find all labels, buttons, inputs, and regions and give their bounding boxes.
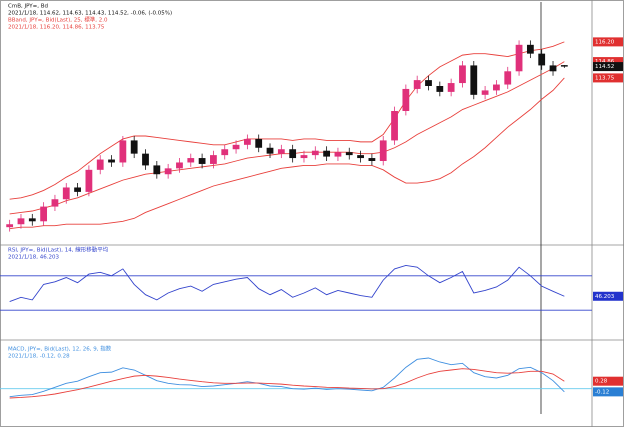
candle-body <box>560 65 568 67</box>
candle-body <box>28 218 36 222</box>
candle-body <box>255 138 263 148</box>
candle-body <box>481 90 489 95</box>
price-tag-label: -0.12 <box>595 389 609 395</box>
price-tag-label: 0.28 <box>595 379 608 385</box>
candle-body <box>277 149 285 154</box>
indicator-line <box>9 368 565 399</box>
candle-body <box>221 149 229 156</box>
candle-body <box>515 44 523 72</box>
price-tag-label: 113.75 <box>595 75 615 81</box>
candle-body <box>210 155 217 164</box>
panel-subtitle: 2021/1/18, -0.12, 0.28 <box>8 354 70 360</box>
candle-body <box>176 162 183 169</box>
candle-body <box>119 140 127 163</box>
price-tag-label: 116.20 <box>595 39 615 45</box>
candle-body <box>108 159 115 163</box>
price-tag <box>593 37 623 47</box>
price-tag <box>593 376 623 386</box>
candle-body <box>198 158 206 164</box>
candle-body <box>413 80 421 89</box>
candle-body <box>334 152 342 157</box>
candle-body <box>357 155 364 159</box>
bollinger-band <box>9 77 565 230</box>
price-tag-label: 114.52 <box>595 64 614 70</box>
candle-body <box>436 86 444 92</box>
candle-body <box>289 149 297 159</box>
candle-body <box>526 44 534 54</box>
candle-body <box>425 80 432 86</box>
candle-body <box>142 153 149 166</box>
candle-body <box>187 158 195 163</box>
candle-body <box>130 140 138 154</box>
indicator-line <box>9 357 565 398</box>
price-tag <box>593 291 623 301</box>
price-tag <box>593 387 623 397</box>
price-tag <box>593 57 623 67</box>
panel-title: CmB, JPY=, Bd <box>8 4 48 10</box>
candle-body <box>300 155 308 159</box>
candle-body <box>51 199 59 207</box>
candle-body <box>96 159 104 170</box>
overlay-subtitle: 2021/1/18, 116.20, 114.86, 113.75 <box>8 25 105 31</box>
bollinger-band <box>9 41 565 200</box>
price-tag-label: 46.203 <box>595 294 615 300</box>
candle-body <box>17 218 25 225</box>
candle-body <box>368 158 376 161</box>
candle-body <box>85 169 93 192</box>
candle-body <box>549 65 557 72</box>
candle-body <box>504 71 512 85</box>
indicator-line <box>9 265 565 303</box>
candle-body <box>470 65 478 95</box>
overlay-title: BBand, JPY=, Bid(Last), 25, 標準, 2.0 <box>8 16 108 24</box>
candle-body <box>153 165 161 175</box>
candle-body <box>493 84 500 91</box>
panel-subtitle: 2021/1/18, 46.203 <box>8 255 59 261</box>
panel-title: MACD, JPY=, Bid(Last), 12, 26, 9, 指数 <box>8 345 112 353</box>
candle-body <box>459 65 466 84</box>
panel-title: RSI, JPY=, Bid(Last), 14, 線形移動平均 <box>8 246 109 254</box>
candle-body <box>311 150 319 156</box>
candle-body <box>74 187 81 192</box>
candle-body <box>40 206 48 222</box>
candle-body <box>6 224 14 228</box>
candle-body <box>538 53 546 66</box>
candle-body <box>391 111 398 141</box>
price-tag <box>593 62 623 72</box>
candle-body <box>62 187 70 200</box>
candle-body <box>323 150 331 157</box>
candle-body <box>345 152 353 156</box>
candle-body <box>243 138 251 145</box>
price-tag <box>593 73 623 83</box>
bollinger-band <box>9 61 565 215</box>
candle-body <box>447 83 455 92</box>
candle-body <box>402 88 410 111</box>
candle-body <box>232 144 240 150</box>
candle-body <box>164 168 172 175</box>
candle-body <box>379 140 387 161</box>
candle-body <box>266 147 274 154</box>
panel-subtitle: 2021/1/18, 114.62, 114.63, 114.43, 114.5… <box>8 11 172 17</box>
